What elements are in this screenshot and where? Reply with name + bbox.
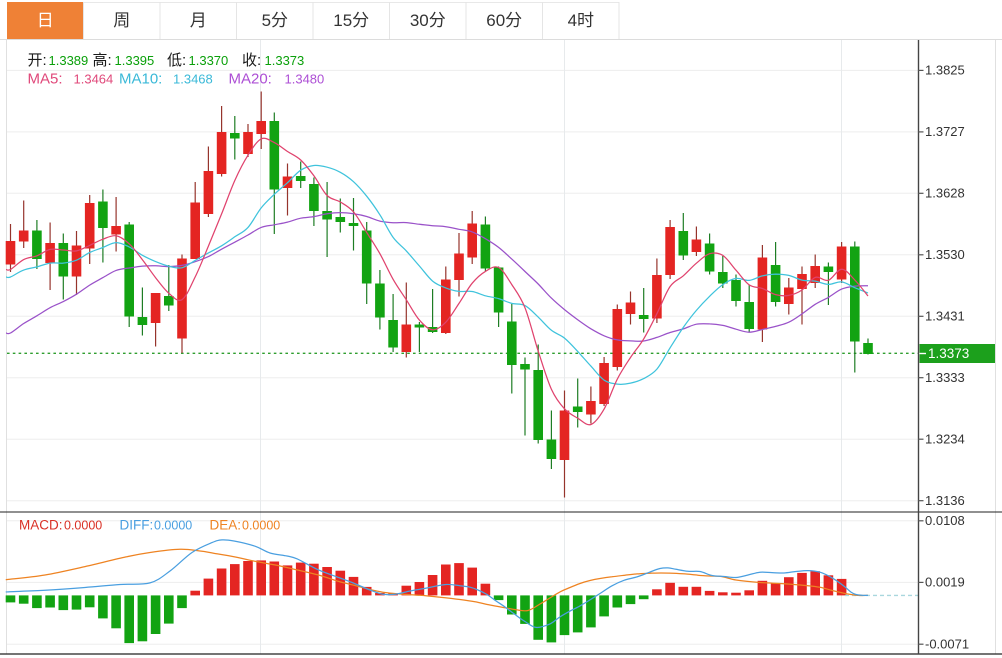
svg-text:5分: 5分 xyxy=(262,11,288,30)
svg-text:MACD:: MACD: xyxy=(19,518,63,533)
svg-text:0.0000: 0.0000 xyxy=(64,519,102,533)
svg-text:1.3333: 1.3333 xyxy=(925,370,965,385)
svg-text:1.3431: 1.3431 xyxy=(925,309,965,324)
svg-text:1.3530: 1.3530 xyxy=(925,247,965,262)
svg-text:60分: 60分 xyxy=(486,11,522,30)
svg-text:1.3389: 1.3389 xyxy=(49,53,89,68)
svg-text:MA20:: MA20: xyxy=(229,71,272,88)
svg-text:日: 日 xyxy=(37,11,54,30)
svg-text:1.3825: 1.3825 xyxy=(925,63,965,78)
svg-text:4时: 4时 xyxy=(568,11,594,30)
svg-text:1.3234: 1.3234 xyxy=(925,431,965,446)
svg-text:DEA:: DEA: xyxy=(210,518,242,533)
svg-text:0.0108: 0.0108 xyxy=(925,513,965,528)
svg-text:0.0000: 0.0000 xyxy=(154,519,192,533)
svg-text:MA10:: MA10: xyxy=(119,71,162,88)
svg-text:0.0019: 0.0019 xyxy=(925,575,965,590)
svg-text:1.3136: 1.3136 xyxy=(925,493,965,508)
svg-text:0.0000: 0.0000 xyxy=(242,519,280,533)
svg-text:15分: 15分 xyxy=(333,11,369,30)
svg-text:1.3373: 1.3373 xyxy=(928,346,969,361)
svg-text:月: 月 xyxy=(190,11,207,30)
svg-text:开:: 开: xyxy=(28,52,47,69)
svg-text:1.3373: 1.3373 xyxy=(265,53,305,68)
svg-text:高:: 高: xyxy=(93,52,112,69)
svg-text:30分: 30分 xyxy=(410,11,446,30)
svg-text:1.3395: 1.3395 xyxy=(115,53,155,68)
svg-text:1.3464: 1.3464 xyxy=(74,72,114,87)
svg-text:周: 周 xyxy=(113,11,130,30)
svg-text:1.3468: 1.3468 xyxy=(173,72,213,87)
svg-text:低:: 低: xyxy=(167,52,186,69)
svg-text:1.3480: 1.3480 xyxy=(285,72,325,87)
svg-text:1.3727: 1.3727 xyxy=(925,124,965,139)
svg-text:-0.0071: -0.0071 xyxy=(925,636,969,651)
svg-text:1.3370: 1.3370 xyxy=(189,53,229,68)
svg-text:DIFF:: DIFF: xyxy=(120,518,154,533)
svg-text:1.3628: 1.3628 xyxy=(925,186,965,201)
svg-text:收:: 收: xyxy=(242,52,261,69)
svg-text:MA5:: MA5: xyxy=(28,71,63,88)
